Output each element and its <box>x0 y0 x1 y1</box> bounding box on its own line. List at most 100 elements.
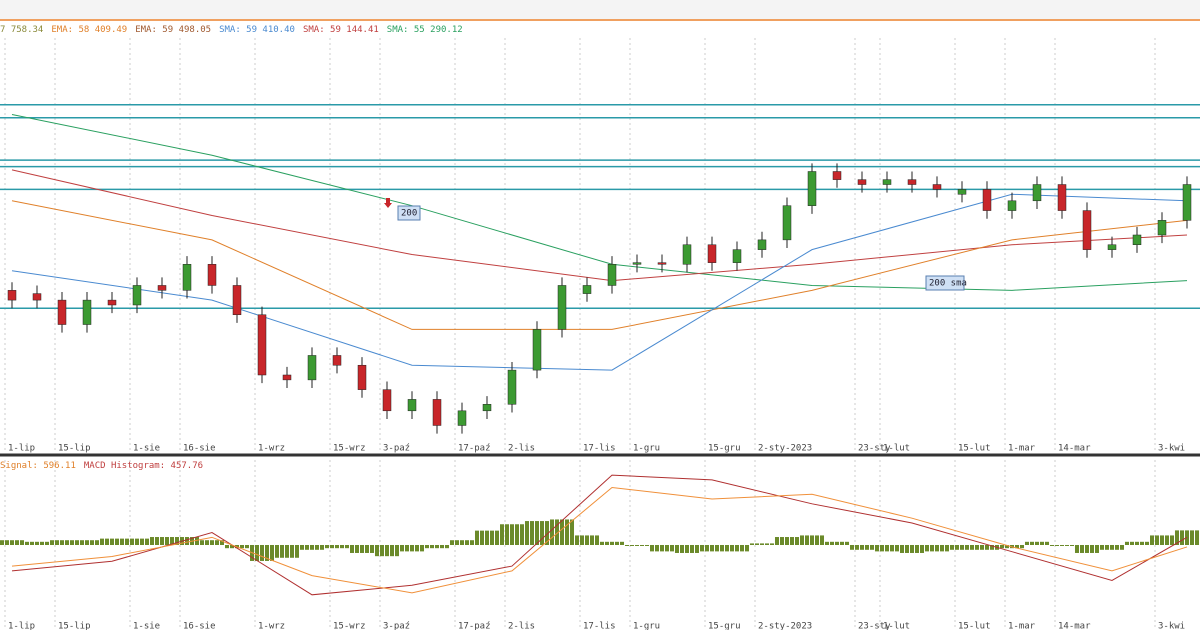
histogram-bar <box>35 541 39 545</box>
candle-body <box>832 171 842 180</box>
histogram-bar <box>385 545 389 557</box>
histogram-bar <box>345 545 349 549</box>
histogram-bar <box>305 545 309 550</box>
x-tick-label: 17-paź <box>458 622 491 631</box>
histogram-bar <box>170 537 174 545</box>
candle-body <box>1082 210 1092 250</box>
candle-body <box>457 410 467 426</box>
candle-body <box>732 249 742 263</box>
histogram-bar <box>1170 535 1174 545</box>
histogram-bar <box>800 535 804 545</box>
x-tick-label: 23-sty <box>858 622 891 631</box>
histogram-bar <box>880 545 884 552</box>
histogram-bar <box>860 545 864 550</box>
indicator-value: SMA: 59 144.41 <box>303 25 379 35</box>
histogram-bar <box>1045 541 1049 545</box>
indicator-value: 7 758.34 <box>0 25 43 35</box>
candle-body <box>132 285 142 306</box>
x-tick-label: 1-sie <box>133 444 160 454</box>
candle-body <box>532 329 542 371</box>
histogram-bar <box>985 545 989 550</box>
histogram-bar <box>655 545 659 552</box>
histogram-bar <box>260 545 264 561</box>
histogram-bar <box>335 545 339 549</box>
histogram-bar <box>870 545 874 550</box>
histogram-bar <box>480 530 484 545</box>
histogram-bar <box>830 541 834 545</box>
histogram-bar <box>130 538 134 545</box>
histogram-bar <box>1020 545 1024 549</box>
candle-body <box>257 314 267 376</box>
histogram-bar <box>425 545 429 549</box>
histogram-bar <box>565 519 569 545</box>
histogram-bar <box>350 545 354 553</box>
histogram-bar <box>110 538 114 545</box>
candle-body <box>982 189 992 211</box>
histogram-bar <box>1175 530 1179 545</box>
histogram-bar <box>785 537 789 545</box>
histogram-bar <box>740 545 744 552</box>
histogram-bar <box>340 545 344 549</box>
histogram-bar <box>1090 545 1094 553</box>
indicator-value: SMA: 55 290.12 <box>387 25 463 35</box>
x-tick-label: 3-paź <box>383 622 410 631</box>
histogram-bar <box>875 545 879 552</box>
histogram-bar <box>660 545 664 552</box>
histogram-bar <box>500 524 504 545</box>
histogram-bar <box>5 540 9 545</box>
histogram-bar <box>315 545 319 550</box>
histogram-bar <box>205 540 209 545</box>
histogram-bar <box>365 545 369 553</box>
histogram-bar <box>610 541 614 545</box>
x-tick-label: 3-paź <box>383 444 410 454</box>
histogram-bar <box>595 535 599 545</box>
candle-body <box>807 171 817 206</box>
histogram-bar <box>475 530 479 545</box>
histogram-bar <box>115 538 119 545</box>
histogram-bar <box>50 540 54 545</box>
candle-body <box>957 189 967 195</box>
candle-body <box>307 355 317 381</box>
histogram-bar <box>100 538 104 545</box>
histogram-bar <box>840 541 844 545</box>
histogram-bar <box>225 545 229 549</box>
histogram-bar <box>730 545 734 552</box>
histogram-bar <box>970 545 974 550</box>
histogram-bar <box>645 545 649 546</box>
histogram-bar <box>120 538 124 545</box>
x-tick-label: 1-mar <box>1008 444 1036 454</box>
histogram-bar <box>310 545 314 550</box>
histogram-bar <box>405 545 409 552</box>
histogram-bar <box>695 545 699 553</box>
histogram-bar <box>175 537 179 545</box>
annotation-label: 200 sma <box>929 279 967 289</box>
histogram-bar <box>720 545 724 552</box>
candle-body <box>632 262 642 265</box>
histogram-bar <box>560 519 564 545</box>
candle-body <box>7 290 17 301</box>
histogram-bar <box>1080 545 1084 553</box>
histogram-bar <box>980 545 984 550</box>
histogram-bar <box>1155 535 1159 545</box>
candle-body <box>657 262 667 265</box>
histogram-bar <box>55 540 59 545</box>
candle-body <box>107 299 117 306</box>
histogram-bar <box>85 540 89 545</box>
histogram-bar <box>280 545 284 558</box>
histogram-bar <box>515 524 519 545</box>
x-tick-label: 1-lut <box>883 622 910 631</box>
histogram-bar <box>725 545 729 552</box>
histogram-bar <box>950 545 954 550</box>
candle-body <box>1032 184 1042 202</box>
x-tick-label: 23-sty <box>858 444 891 454</box>
histogram-bar <box>285 545 289 558</box>
x-tick-label: 1-gru <box>633 622 660 631</box>
histogram-bar <box>945 545 949 552</box>
candle-body <box>607 264 617 286</box>
histogram-bar <box>495 530 499 545</box>
candle-body <box>907 179 917 185</box>
histogram-bar <box>430 545 434 549</box>
histogram-bar <box>420 545 424 552</box>
candle-body <box>407 399 417 412</box>
histogram-bar <box>360 545 364 553</box>
